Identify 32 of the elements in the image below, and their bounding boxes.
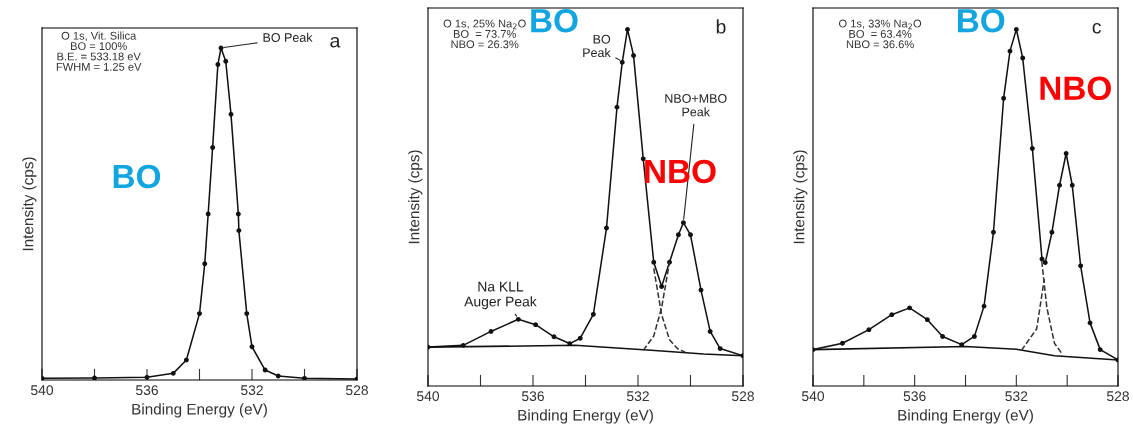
x-tick-label: 528 [1106, 391, 1129, 402]
x-tick-label: 540 [801, 391, 825, 402]
annotation: c [1092, 22, 1101, 34]
x-tick-label: 532 [1005, 391, 1028, 402]
x-axis-title: Binding Energy (eV) [132, 403, 267, 418]
y-axis-title: Intensity (cps) [408, 150, 423, 244]
annotation: BO [113, 164, 161, 189]
annotation: O 1s, Vit. Silica BO = 100% B.E. = 533.18 eV FWHM = 1.25 eV [56, 31, 142, 71]
x-axis-title: Binding Energy (eV) [898, 409, 1033, 424]
x-tick-label: 540 [30, 385, 54, 396]
x-tick-label: 532 [626, 391, 649, 402]
x-tick-label: 536 [135, 385, 158, 396]
annotation: BO Peak [263, 32, 313, 42]
annotation: NBO [1040, 76, 1111, 101]
x-tick-label: 540 [416, 391, 440, 402]
x-tick-label: 536 [521, 391, 544, 402]
annotation: BO Peak [583, 34, 611, 58]
x-tick-label: 532 [240, 385, 263, 396]
x-tick-label: 536 [903, 391, 926, 402]
text: a [330, 36, 341, 48]
y-axis-title: Intensity (cps) [793, 150, 808, 244]
annotation: BO [531, 8, 578, 33]
x-axis-title: Binding Energy (eV) [518, 409, 653, 424]
annotation: O 1s, 25% Na$_{2}$O BO = 73.7% NBO = 26.3% [443, 19, 526, 49]
annotation: NBO+MBO Peak [665, 94, 727, 117]
annotation: O 1s, 33% Na$_{2}$O BO = 63.4% NBO = 36.6% [839, 19, 922, 49]
x-tick-label: 528 [345, 385, 368, 396]
annotation: b [716, 19, 726, 34]
annotation: BO [957, 8, 1005, 33]
x-tick-label: 528 [731, 391, 754, 402]
y-axis-title: Intensity (cps) [22, 157, 37, 251]
annotation: Na KLL Auger Peak [464, 281, 537, 310]
